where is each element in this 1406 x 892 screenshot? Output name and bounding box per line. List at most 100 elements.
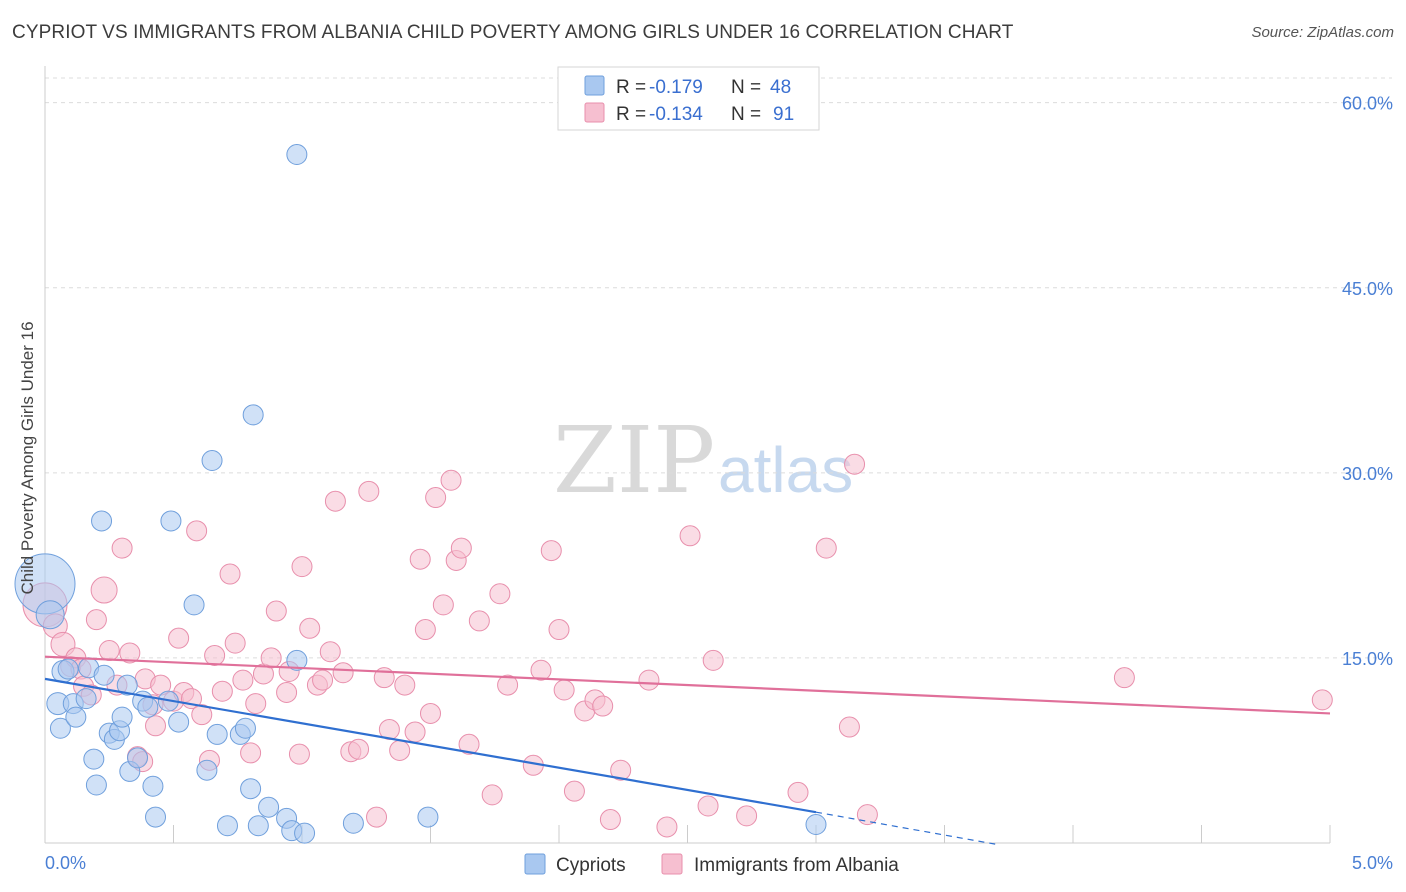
albania-point (319, 641, 341, 663)
cypriots-trend-line (44, 677, 817, 814)
cypriots-point (93, 664, 115, 686)
albania-point (265, 600, 287, 622)
grid-lines (45, 77, 1392, 659)
trend-lines (44, 655, 1331, 845)
albania-point (312, 669, 334, 691)
cypriots-point (83, 748, 105, 770)
albania-point (697, 795, 719, 817)
albania-point (111, 537, 133, 559)
legend-swatch-albania (584, 102, 605, 123)
cypriots-point (127, 747, 149, 769)
albania-point (324, 490, 346, 512)
legend-r-value-2: -0.134 (649, 104, 703, 125)
albania-point (145, 715, 167, 737)
albania-point (211, 680, 233, 702)
albania-point (332, 662, 354, 684)
bottom-legend-swatch-cypriots (524, 853, 546, 875)
albania-point (245, 693, 267, 715)
legend-r-label-1: R = (616, 77, 646, 98)
chart-title: CYPRIOT VS IMMIGRANTS FROM ALBANIA CHILD… (12, 22, 1014, 43)
albania-point (90, 576, 118, 604)
cypriots-point (111, 706, 133, 728)
x-tick-label: 5.0% (1352, 853, 1393, 873)
cypriots-point (286, 649, 308, 671)
albania-point (404, 721, 426, 743)
albania-point (563, 780, 585, 802)
top-legend: R = -0.179 N = 48 R = -0.134 N = 91 (557, 66, 820, 131)
albania-point (548, 619, 570, 641)
bottom-legend-label-albania: Immigrants from Albania (694, 855, 899, 876)
cypriots-point (49, 717, 71, 739)
albania-point (432, 594, 454, 616)
legend-n-value-1: 48 (770, 77, 791, 98)
cypriots-point (35, 600, 65, 630)
cypriots-point (201, 450, 223, 471)
legend-swatch-cypriots (584, 75, 605, 96)
legend-n-value-2: 91 (773, 104, 794, 125)
albania-point (260, 647, 282, 669)
albania-point (553, 679, 575, 701)
albania-point (299, 617, 321, 639)
cypriots-point (234, 717, 256, 739)
cypriots-point (294, 822, 316, 844)
albania-point (458, 733, 480, 755)
cypriots-point (137, 696, 159, 718)
cypriots-point (91, 510, 113, 532)
cypriots-point (196, 759, 218, 781)
cypriots-point (342, 812, 364, 834)
albania-point (425, 487, 447, 509)
cypriots-point (160, 510, 182, 532)
albania-point (394, 674, 416, 696)
albania-point (638, 669, 660, 691)
albania-point (450, 537, 472, 559)
cypriots-point (145, 806, 167, 828)
albania-point (844, 453, 866, 475)
albania-point (98, 640, 120, 662)
albania-point (815, 537, 837, 559)
albania-point (240, 742, 262, 764)
cypriots-point (805, 813, 827, 835)
albania-point (540, 540, 562, 562)
albania-point (856, 804, 878, 826)
bottom-legend: Cypriots Immigrants from Albania (524, 853, 899, 876)
legend-r-label-2: R = (616, 104, 646, 125)
legend-n-label-1: N = (731, 77, 761, 98)
albania-point (186, 520, 208, 542)
y-tick-label: 15.0% (1342, 649, 1393, 669)
albania-point (1113, 667, 1135, 689)
albania-point (497, 674, 519, 696)
albania-point (530, 659, 552, 681)
cypriots-point (240, 778, 262, 800)
cypriots-point (183, 594, 205, 616)
albania-point (440, 469, 462, 491)
albania-point (291, 556, 313, 578)
watermark-zip: ZIP (553, 407, 715, 514)
albania-point (736, 805, 758, 827)
albania-point (679, 525, 701, 547)
y-tick-label: 45.0% (1342, 279, 1393, 299)
cypriots-point (75, 688, 97, 710)
cypriots-point (242, 404, 264, 426)
y-axis-label: Child Poverty Among Girls Under 16 (18, 321, 37, 594)
albania-point (348, 738, 370, 760)
cypriots-point (206, 723, 228, 745)
legend-n-label-2: N = (731, 104, 761, 125)
albania-point (787, 781, 809, 803)
bottom-legend-label-cypriots: Cypriots (556, 855, 626, 876)
bottom-legend-swatch-albania (661, 853, 683, 875)
albania-point (599, 809, 621, 831)
tick-labels: 15.0% 30.0% 45.0% 60.0% 0.0% 5.0% (45, 94, 1393, 873)
albania-point (119, 642, 141, 664)
cypriots-point (116, 674, 138, 696)
cypriots-point (417, 806, 439, 828)
albania-point (592, 695, 614, 717)
y-tick-label: 30.0% (1342, 464, 1393, 484)
cypriots-point (85, 774, 107, 796)
albania-point (656, 816, 678, 838)
cypriots-point (168, 711, 190, 733)
cypriots-trend-extension (815, 811, 997, 845)
cypriots-point (286, 144, 308, 165)
albania-point (389, 739, 411, 761)
albania-point (219, 563, 241, 585)
